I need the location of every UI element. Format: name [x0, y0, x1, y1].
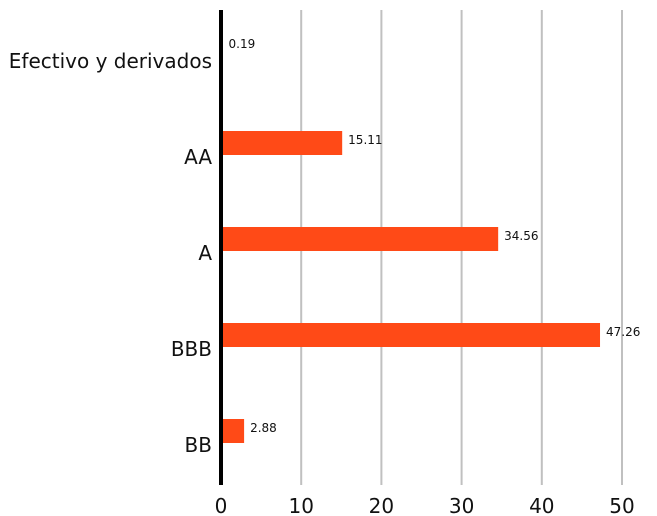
category-label: Efectivo y derivados	[9, 49, 212, 73]
bar	[221, 227, 499, 251]
x-tick-labels: 0 10 20 30 40 50	[215, 494, 635, 516]
category-label: AA	[184, 145, 212, 169]
x-tick-label: 30	[449, 494, 474, 516]
data-label: 34.56	[504, 229, 538, 243]
category-label: A	[198, 241, 212, 265]
data-labels: 0.19 15.11 34.56 47.26 2.88	[229, 37, 641, 435]
x-tick-label: 50	[609, 494, 634, 516]
bar	[221, 323, 601, 347]
data-label: 15.11	[348, 133, 382, 147]
category-label: BBB	[171, 337, 212, 361]
x-tick-label: 40	[529, 494, 554, 516]
data-label: 2.88	[250, 421, 277, 435]
x-tick-label: 10	[288, 494, 313, 516]
bars	[221, 35, 601, 443]
bar	[221, 419, 245, 443]
x-tick-label: 0	[215, 494, 228, 516]
bar	[221, 131, 343, 155]
data-label: 47.26	[606, 325, 640, 339]
data-label: 0.19	[229, 37, 256, 51]
category-label: BB	[185, 433, 212, 457]
x-tick-label: 20	[369, 494, 394, 516]
